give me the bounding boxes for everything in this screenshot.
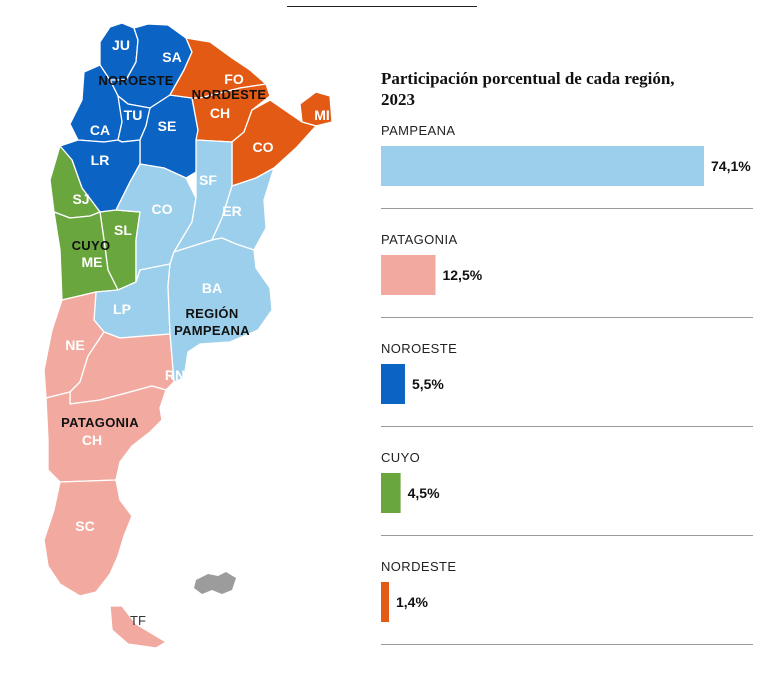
label-co: CO bbox=[152, 201, 173, 217]
label-mi: MI bbox=[314, 107, 330, 123]
province-santa-cruz bbox=[43, 479, 133, 597]
category-label-nordeste: NORDESTE bbox=[381, 559, 456, 574]
label-se: SE bbox=[158, 118, 177, 134]
region-label-pampeana-line2: PAMPEANA bbox=[174, 323, 250, 338]
label-lr: LR bbox=[91, 152, 110, 168]
label-ba: BA bbox=[202, 280, 222, 296]
label-tu: TU bbox=[124, 107, 143, 123]
malvinas-islands-shape bbox=[194, 572, 236, 594]
bar-cuyo bbox=[381, 473, 401, 513]
top-rule bbox=[287, 6, 477, 7]
label-rn: RN bbox=[165, 367, 185, 383]
label-sf: SF bbox=[199, 172, 217, 188]
label-co-nordeste: CO bbox=[253, 139, 274, 155]
argentina-region-map: JU SA FO CH MI TU CA SE CO LR SJ SF CO E… bbox=[43, 22, 333, 649]
bar-nordeste bbox=[381, 582, 389, 622]
label-ch-south: CH bbox=[82, 432, 102, 448]
label-tf: TF bbox=[130, 613, 146, 628]
value-label-noroeste: 5,5% bbox=[412, 376, 444, 392]
region-label-pampeana-line1: REGIÓN bbox=[185, 306, 238, 321]
category-label-pampeana: PAMPEANA bbox=[381, 123, 455, 138]
label-ju: JU bbox=[112, 37, 130, 53]
bar-noroeste bbox=[381, 364, 405, 404]
value-label-pampeana: 74,1% bbox=[711, 158, 751, 174]
region-label-nordeste: NORDESTE bbox=[192, 87, 267, 102]
label-lp: LP bbox=[113, 301, 131, 317]
label-er: ER bbox=[222, 203, 241, 219]
label-sl: SL bbox=[114, 222, 132, 238]
label-me: ME bbox=[82, 254, 103, 270]
label-sj: SJ bbox=[72, 191, 89, 207]
chart-title: Participación porcentual de cada región,… bbox=[381, 69, 675, 109]
province-mendoza bbox=[53, 211, 119, 301]
label-ne: NE bbox=[65, 337, 84, 353]
label-fo: FO bbox=[224, 71, 244, 87]
value-label-nordeste: 1,4% bbox=[396, 594, 428, 610]
category-label-noroeste: NOROESTE bbox=[381, 341, 457, 356]
region-label-cuyo: CUYO bbox=[72, 238, 111, 253]
category-label-cuyo: CUYO bbox=[381, 450, 420, 465]
bar-patagonia bbox=[381, 255, 436, 295]
province-chaco bbox=[191, 83, 271, 143]
value-label-patagonia: 12,5% bbox=[442, 267, 482, 283]
region-label-noroeste: NOROESTE bbox=[98, 73, 173, 88]
value-label-cuyo: 4,5% bbox=[408, 485, 440, 501]
bar-pampeana bbox=[381, 146, 704, 186]
region-label-patagonia: PATAGONIA bbox=[61, 415, 139, 430]
province-chubut bbox=[45, 385, 167, 483]
label-sc: SC bbox=[75, 518, 94, 534]
label-ch-north: CH bbox=[210, 105, 230, 121]
province-tierra-del-fuego bbox=[109, 605, 167, 649]
label-ca: CA bbox=[90, 122, 110, 138]
label-sa: SA bbox=[162, 49, 181, 65]
category-label-patagonia: PATAGONIA bbox=[381, 232, 458, 247]
